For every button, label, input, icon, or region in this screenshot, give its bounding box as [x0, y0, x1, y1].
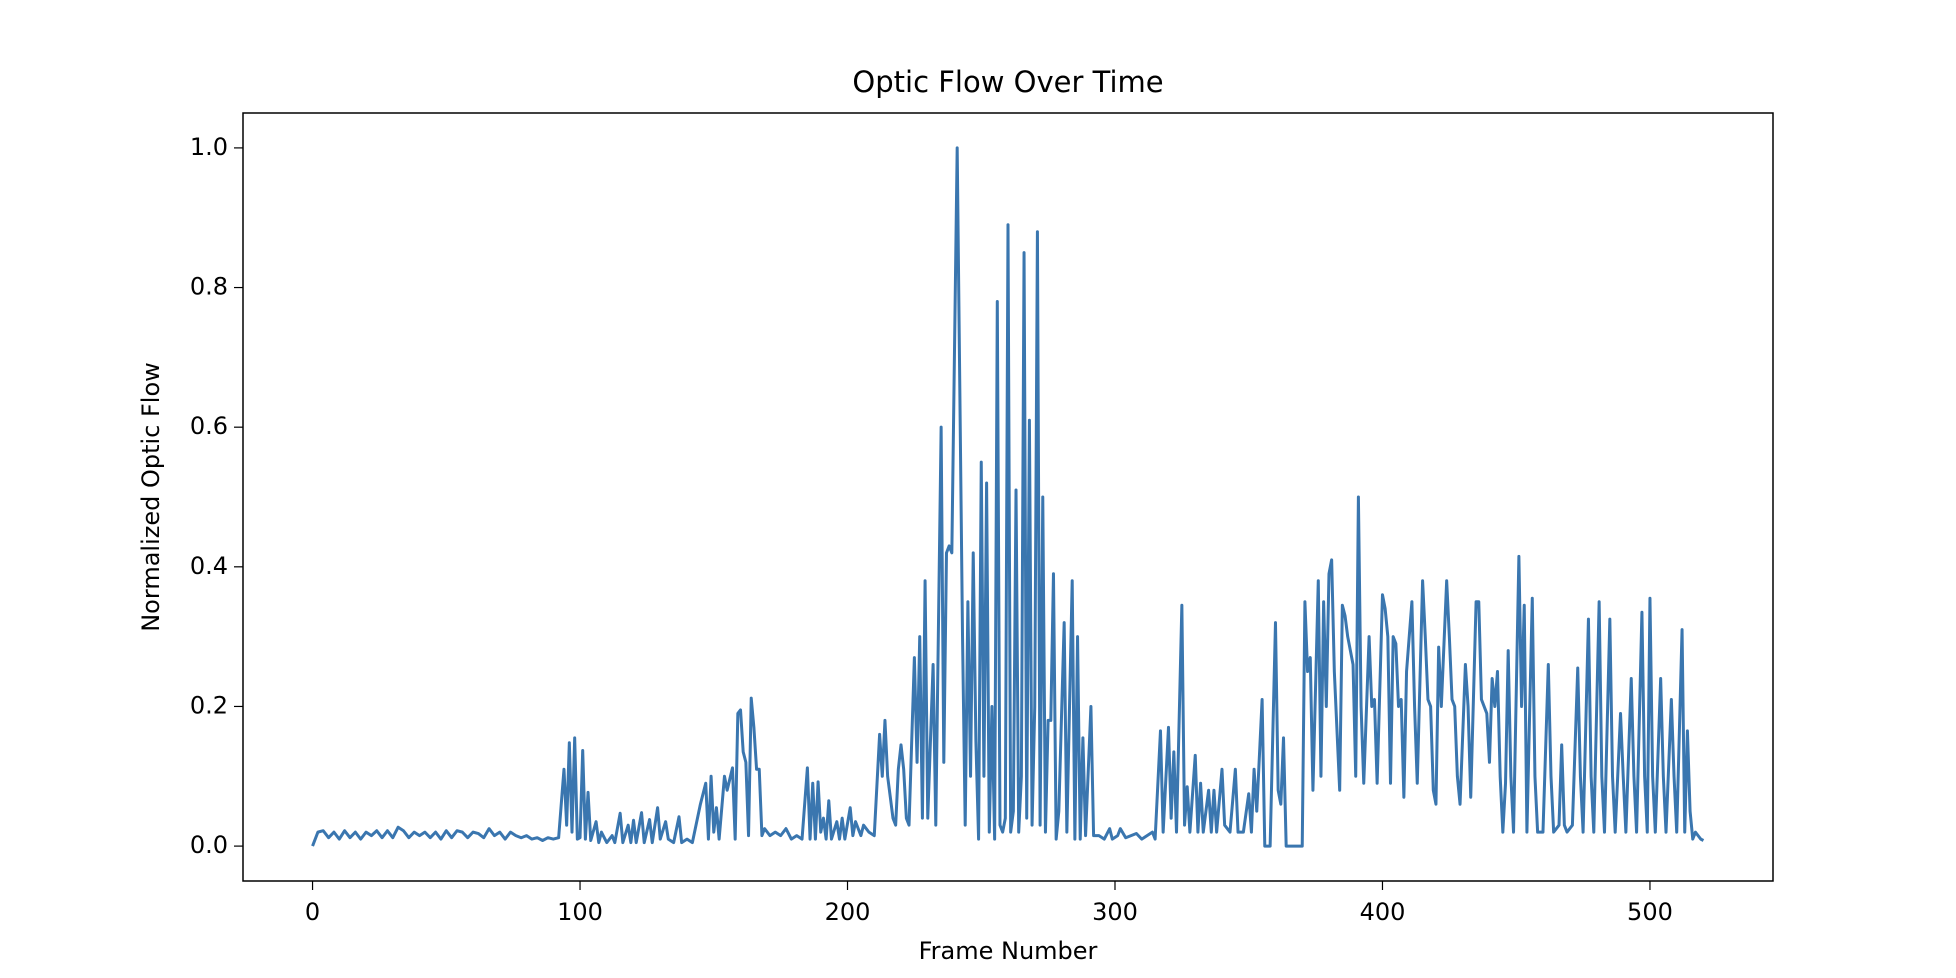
y-tick-label: 0.4 — [190, 552, 228, 580]
y-tick-label: 1.0 — [190, 133, 228, 161]
y-tick-label: 0.6 — [190, 412, 228, 440]
x-tick-label: 500 — [1627, 898, 1673, 926]
x-tick-label: 100 — [557, 898, 603, 926]
x-axis-label: Frame Number — [919, 937, 1098, 965]
y-tick-label: 0.8 — [190, 273, 228, 301]
x-tick-label: 300 — [1092, 898, 1138, 926]
plot-frame — [242, 112, 1774, 882]
x-tick-label: 400 — [1360, 898, 1406, 926]
x-tick-label: 200 — [825, 898, 871, 926]
y-axis-label: Normalized Optic Flow — [137, 362, 165, 632]
y-tick-label: 0.2 — [190, 691, 228, 719]
y-tick-label: 0.0 — [190, 831, 228, 859]
x-tick-label: 0 — [305, 898, 320, 926]
chart-title: Optic Flow Over Time — [852, 65, 1163, 99]
data-line — [311, 146, 1705, 848]
